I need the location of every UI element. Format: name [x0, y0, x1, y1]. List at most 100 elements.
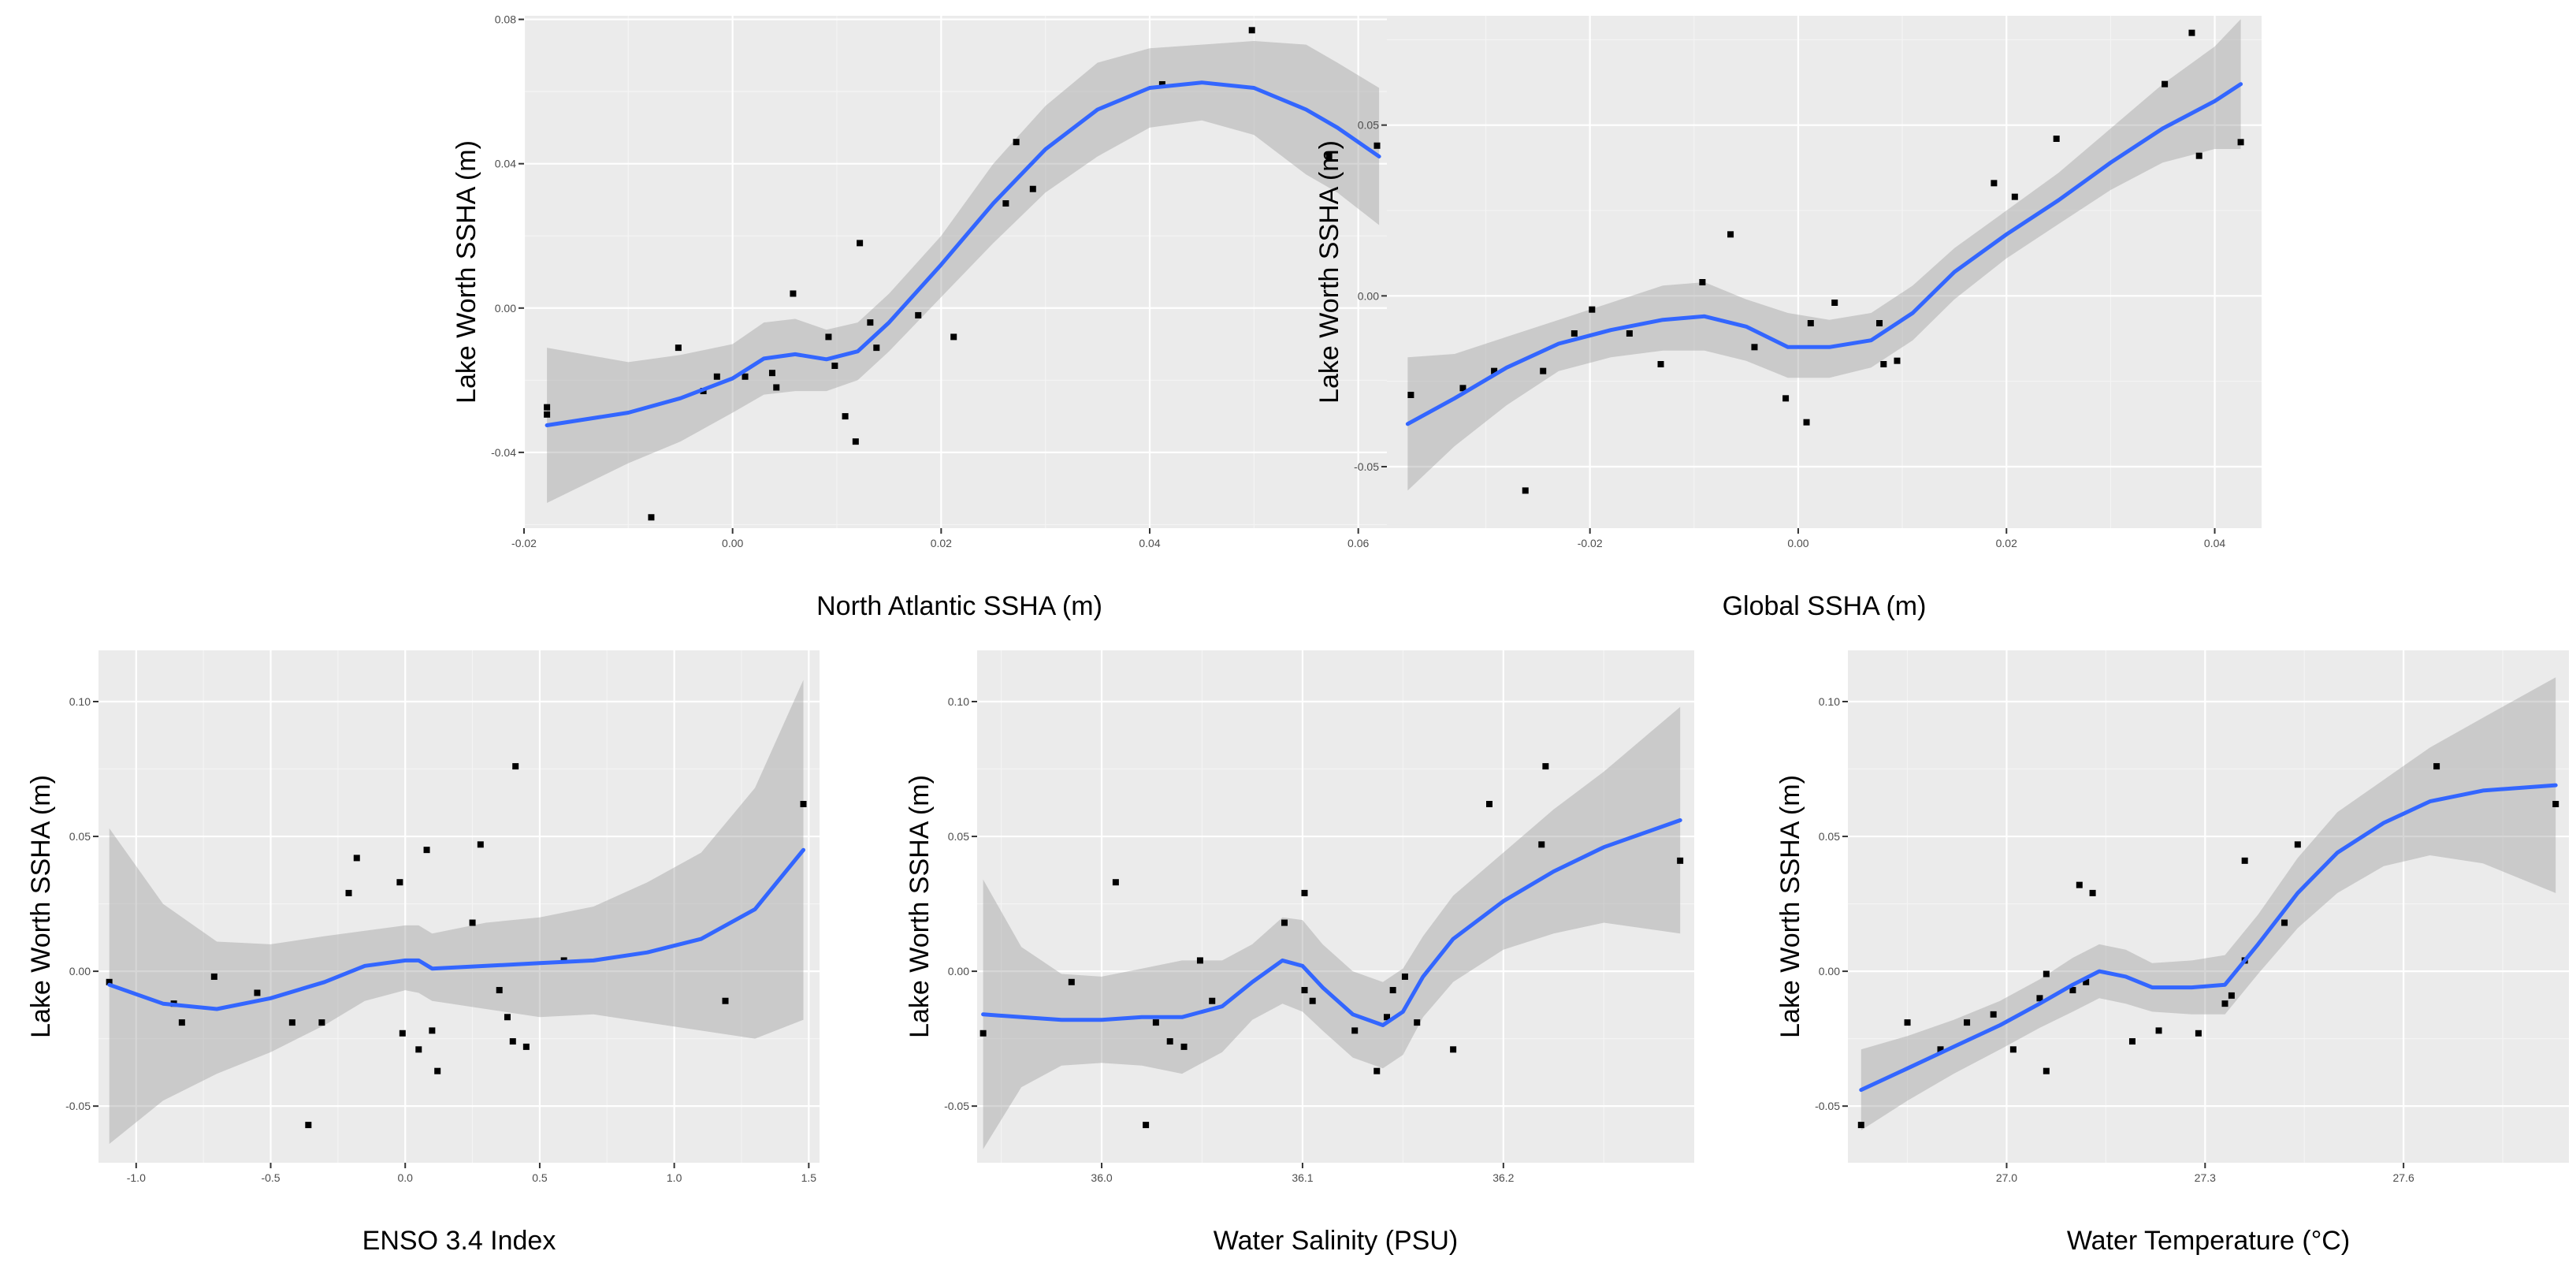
data-point — [1486, 801, 1492, 807]
y-tick-label: 0.04 — [495, 158, 516, 170]
data-point — [504, 1014, 511, 1021]
data-point — [1964, 1019, 1971, 1026]
y-tick-label: 0.05 — [1358, 119, 1379, 132]
chart-enso-svg: -1.0 -0.5 0.0 0.5 1.0 1.5 -0.05 0.00 0.05 0.10 ENS… — [26, 650, 820, 1256]
x-axis: 36.0 36.1 36.2 — [1091, 1163, 1515, 1184]
data-point — [1166, 1038, 1173, 1045]
x-axis-title: ENSO 3.4 Index — [362, 1226, 556, 1256]
plot-panel — [99, 650, 820, 1163]
grid-lines — [1848, 650, 2569, 1163]
data-point — [1013, 139, 1020, 146]
data-point — [1571, 330, 1578, 337]
data-point — [1281, 919, 1288, 926]
plot-panel — [1848, 650, 2569, 1163]
data-point — [2069, 987, 2076, 994]
data-point — [1990, 1011, 1997, 1018]
data-point — [800, 801, 807, 807]
data-point — [2009, 1046, 2017, 1053]
data-point — [1384, 1014, 1390, 1021]
data-point — [2552, 801, 2559, 807]
x-axis-title: Water Salinity (PSU) — [1214, 1226, 1458, 1256]
y-tick-label: 0.08 — [495, 13, 516, 26]
y-axis-title: Lake Worth SSHA (m) — [905, 775, 935, 1038]
data-point — [2237, 139, 2244, 146]
data-point — [2294, 841, 2301, 848]
data-point — [1112, 879, 1119, 886]
y-tick-label: 0.00 — [1358, 289, 1379, 302]
data-point — [842, 413, 849, 420]
plot-panel — [977, 650, 1694, 1163]
data-point — [1450, 1046, 1457, 1053]
chart-global: -0.02 0.00 0.02 0.04 -0.05 0.00 0.05 Global SSH… — [1284, 16, 2262, 631]
data-point — [825, 333, 832, 341]
data-point — [857, 240, 864, 247]
x-tick-label: 0.02 — [931, 537, 952, 549]
data-point — [345, 889, 352, 896]
chart-salinity: 36.0 36.1 36.2 -0.05 0.00 0.05 0.10 Water Salin… — [875, 650, 1694, 1261]
y-tick-label: -0.05 — [944, 1100, 969, 1112]
y-axis: -0.05 0.00 0.05 0.10 — [1815, 695, 1848, 1112]
data-point — [773, 384, 780, 391]
x-tick-label: 36.0 — [1091, 1171, 1112, 1184]
data-point — [852, 438, 859, 445]
chart-global-svg: -0.02 0.00 0.02 0.04 -0.05 0.00 0.05 Global SSH… — [1314, 16, 2262, 621]
data-point — [1029, 185, 1036, 192]
data-points — [1857, 763, 2559, 1129]
chart-temperature-svg: 27.0 27.3 27.6 -0.05 0.00 0.05 0.10 Water Tempe… — [1775, 650, 2569, 1256]
data-point — [423, 847, 430, 854]
data-point — [477, 841, 484, 848]
x-tick-label: -0.5 — [261, 1171, 280, 1184]
x-tick-label: 0.04 — [1139, 537, 1160, 549]
data-point — [1491, 367, 1498, 374]
chart-north-atlantic-svg: -0.02 0.00 0.02 0.04 0.06 -0.04 0.00 0.04 0.08 No… — [452, 13, 1395, 621]
y-axis: -0.05 0.00 0.05 0.10 — [944, 695, 977, 1112]
data-point — [1782, 395, 1790, 402]
grid-lines — [99, 650, 820, 1163]
data-point — [831, 363, 838, 370]
data-point — [873, 344, 880, 352]
y-tick-label: 0.10 — [69, 695, 91, 708]
confidence-band — [109, 680, 804, 1145]
x-axis-title: North Atlantic SSHA (m) — [816, 591, 1102, 621]
data-point — [254, 989, 261, 996]
x-tick-label: 0.04 — [2204, 537, 2225, 549]
data-point — [318, 1019, 325, 1026]
data-point — [2043, 970, 2050, 977]
x-tick-label: 1.0 — [667, 1171, 682, 1184]
y-axis: -0.04 0.00 0.04 0.08 — [491, 13, 524, 459]
data-point — [2433, 763, 2440, 770]
data-point — [1309, 997, 1316, 1004]
x-tick-label: 27.6 — [2393, 1171, 2414, 1184]
data-point — [1803, 419, 1810, 426]
confidence-band — [547, 41, 1380, 503]
data-points — [1407, 29, 2244, 494]
data-point — [1904, 1019, 1911, 1026]
confidence-band — [1860, 677, 2556, 1130]
data-point — [1807, 320, 1814, 326]
y-tick-label: 0.05 — [1819, 830, 1840, 843]
data-point — [950, 333, 957, 341]
y-tick-label: 0.05 — [69, 830, 91, 843]
data-point — [1880, 361, 1887, 367]
data-point — [1373, 1067, 1381, 1074]
data-point — [509, 1038, 516, 1045]
y-tick-label: -0.05 — [1815, 1100, 1840, 1112]
x-tick-label: 0.0 — [397, 1171, 413, 1184]
data-point — [1540, 367, 1547, 374]
data-point — [2162, 80, 2169, 88]
x-tick-label: -0.02 — [1578, 537, 1603, 549]
data-point — [768, 370, 775, 377]
data-points — [544, 27, 1381, 521]
y-tick-label: -0.04 — [491, 446, 516, 459]
chart-temperature: 27.0 27.3 27.6 -0.05 0.00 0.05 0.10 Water Tempe… — [1745, 650, 2569, 1261]
data-point — [2195, 152, 2202, 159]
x-axis-title: Water Temperature (°C) — [2067, 1226, 2350, 1256]
data-point — [496, 987, 503, 994]
y-axis-title: Lake Worth SSHA (m) — [452, 140, 481, 404]
data-point — [1209, 997, 1216, 1004]
data-point — [106, 978, 113, 985]
data-point — [1991, 180, 1998, 187]
x-axis: -0.02 0.00 0.02 0.04 0.06 — [511, 528, 1370, 549]
y-axis-title: Lake Worth SSHA (m) — [1775, 775, 1805, 1038]
x-axis: -0.02 0.00 0.02 0.04 — [1578, 528, 2225, 549]
